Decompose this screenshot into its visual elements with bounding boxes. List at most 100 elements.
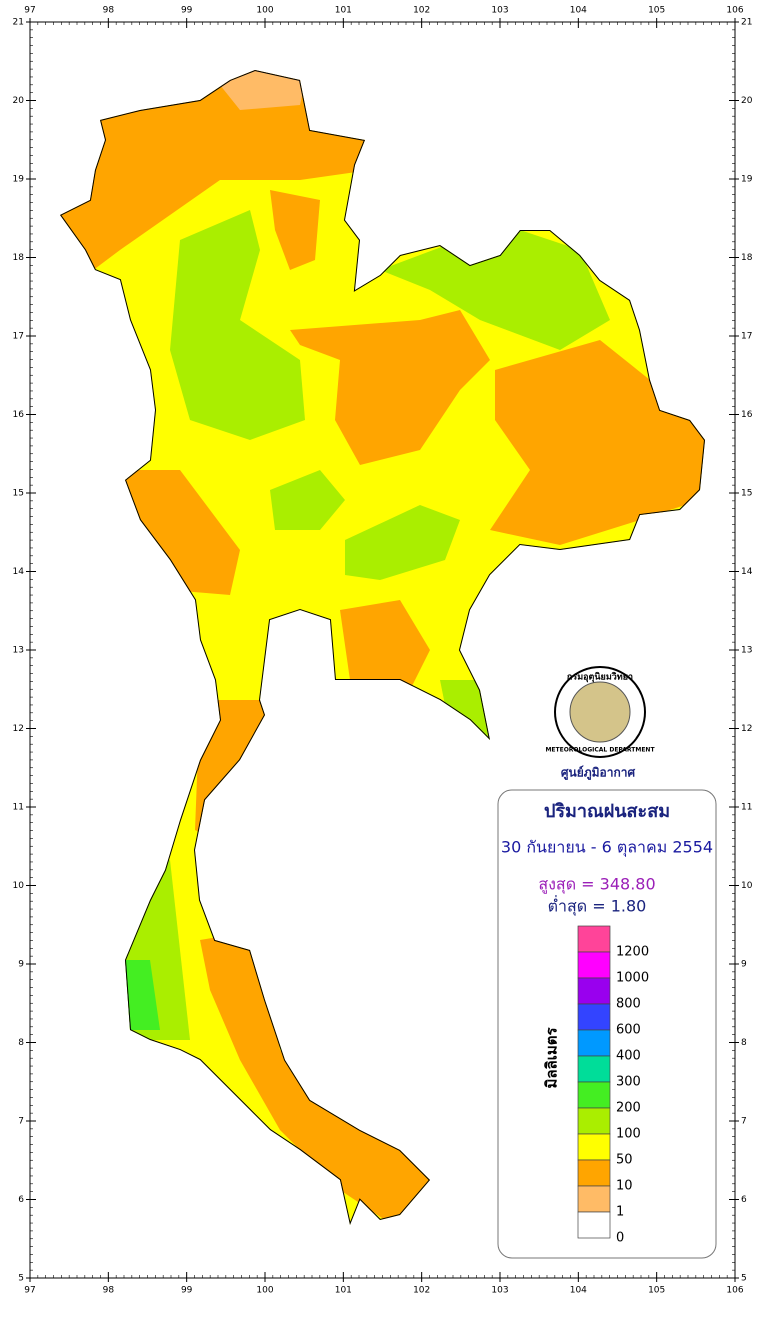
lat-label: 12 <box>741 724 752 734</box>
lat-label: 15 <box>13 489 24 499</box>
legend-label: 200 <box>616 1101 641 1116</box>
lat-label: 7 <box>18 1117 24 1127</box>
country-outline <box>60 70 705 1225</box>
lat-label: 9 <box>741 960 747 970</box>
lat-label: 7 <box>741 1117 747 1127</box>
legend-label: 400 <box>616 1049 641 1064</box>
lat-label: 8 <box>741 1038 747 1048</box>
lat-label: 16 <box>741 410 753 420</box>
lat-label: 10 <box>13 881 25 891</box>
legend-label: 1 <box>616 1205 624 1220</box>
legend-label: 600 <box>616 1023 641 1038</box>
lat-label: 8 <box>18 1038 24 1048</box>
lon-label: 105 <box>648 1286 665 1296</box>
logo-caption: ศูนย์ภูมิอากาศ <box>561 766 636 781</box>
lat-label: 21 <box>13 18 24 28</box>
legend-label: 800 <box>616 997 641 1012</box>
lat-label: 6 <box>741 1195 747 1205</box>
zone-100-200 <box>270 470 345 530</box>
zone-10-50 <box>340 600 430 690</box>
legend-swatch <box>577 1081 611 1109</box>
lat-label: 11 <box>13 803 24 813</box>
legend-swatch <box>577 951 611 979</box>
lon-label: 99 <box>181 6 193 16</box>
zone-10-50 <box>290 310 490 465</box>
legend-swatch <box>577 1029 611 1057</box>
legend-label: 100 <box>616 1127 641 1142</box>
legend-label: 50 <box>616 1153 633 1168</box>
zone-200-300 <box>120 960 160 1030</box>
legend: ปริมาณฝนสะสม 30 กันยายน - 6 ตุลาคม 2554 … <box>497 789 717 1259</box>
lat-label: 18 <box>741 253 753 263</box>
lat-label: 15 <box>741 489 752 499</box>
legend-swatch <box>577 1159 611 1187</box>
lat-label: 20 <box>741 96 753 106</box>
lat-label: 19 <box>13 175 25 185</box>
lat-label: 6 <box>18 1195 24 1205</box>
logo-emblem <box>569 681 631 743</box>
lat-label: 12 <box>13 724 24 734</box>
lon-label: 106 <box>726 6 743 16</box>
lat-label: 14 <box>13 567 25 577</box>
lon-label: 103 <box>491 1286 508 1296</box>
lon-label: 103 <box>491 6 508 16</box>
logo-org: กรมอุตุนิยมวิทยา <box>567 672 633 683</box>
zone-100-200 <box>345 505 460 580</box>
legend-title: ปริมาณฝนสะสม <box>544 801 670 822</box>
lat-label: 17 <box>13 332 24 342</box>
zone-10-50 <box>200 930 440 1225</box>
lon-label: 102 <box>413 6 430 16</box>
lon-label: 100 <box>256 1286 273 1296</box>
legend-swatch <box>577 1107 611 1135</box>
lat-label: 20 <box>13 96 25 106</box>
legend-unit: มิลลิเมตร <box>543 1027 561 1089</box>
zone-10-50 <box>60 70 380 280</box>
legend-label: 1000 <box>616 971 649 986</box>
legend-swatch <box>577 1003 611 1031</box>
lon-label: 97 <box>24 1286 35 1296</box>
zone-10-50 <box>270 190 320 270</box>
legend-label: 1200 <box>616 945 649 960</box>
lat-label: 11 <box>741 803 752 813</box>
legend-swatch <box>577 925 611 953</box>
lat-label: 5 <box>18 1274 24 1284</box>
lon-label: 100 <box>256 6 273 16</box>
lon-label: 106 <box>726 1286 743 1296</box>
lat-label: 21 <box>741 18 752 28</box>
lon-label: 98 <box>103 1286 115 1296</box>
logo-org-en: METEOROLOGICAL DEPARTMENT <box>545 747 655 754</box>
legend-min: ต่ำสุด = 1.80 <box>548 895 647 917</box>
lat-label: 13 <box>13 646 24 656</box>
legend-swatch <box>577 977 611 1005</box>
lat-label: 10 <box>741 881 753 891</box>
lat-label: 13 <box>741 646 752 656</box>
logo: กรมอุตุนิยมวิทยา METEOROLOGICAL DEPARTME… <box>545 666 655 781</box>
lat-label: 16 <box>13 410 25 420</box>
lon-label: 104 <box>570 6 587 16</box>
lon-label: 105 <box>648 6 665 16</box>
legend-label: 300 <box>616 1075 641 1090</box>
lon-label: 98 <box>103 6 115 16</box>
lon-label: 97 <box>24 6 35 16</box>
lon-label: 101 <box>335 1286 352 1296</box>
legend-date: 30 กันยายน - 6 ตุลาคม 2554 <box>501 838 713 858</box>
lon-label: 101 <box>335 6 352 16</box>
lon-label: 104 <box>570 1286 587 1296</box>
lat-label: 9 <box>18 960 24 970</box>
legend-swatch <box>577 1211 611 1239</box>
lat-label: 5 <box>741 1274 747 1284</box>
lat-label: 18 <box>13 253 25 263</box>
legend-label: 10 <box>616 1179 633 1194</box>
lat-label: 19 <box>741 175 753 185</box>
legend-label: 0 <box>616 1231 624 1246</box>
legend-max: สูงสุด = 348.80 <box>538 875 655 895</box>
legend-swatch <box>577 1055 611 1083</box>
lat-label: 17 <box>741 332 752 342</box>
legend-swatch <box>577 1133 611 1161</box>
lat-label: 14 <box>741 567 753 577</box>
lon-label: 102 <box>413 1286 430 1296</box>
zone-100-200 <box>380 230 610 350</box>
zone-100-200 <box>170 210 305 440</box>
legend-swatch <box>577 1185 611 1213</box>
